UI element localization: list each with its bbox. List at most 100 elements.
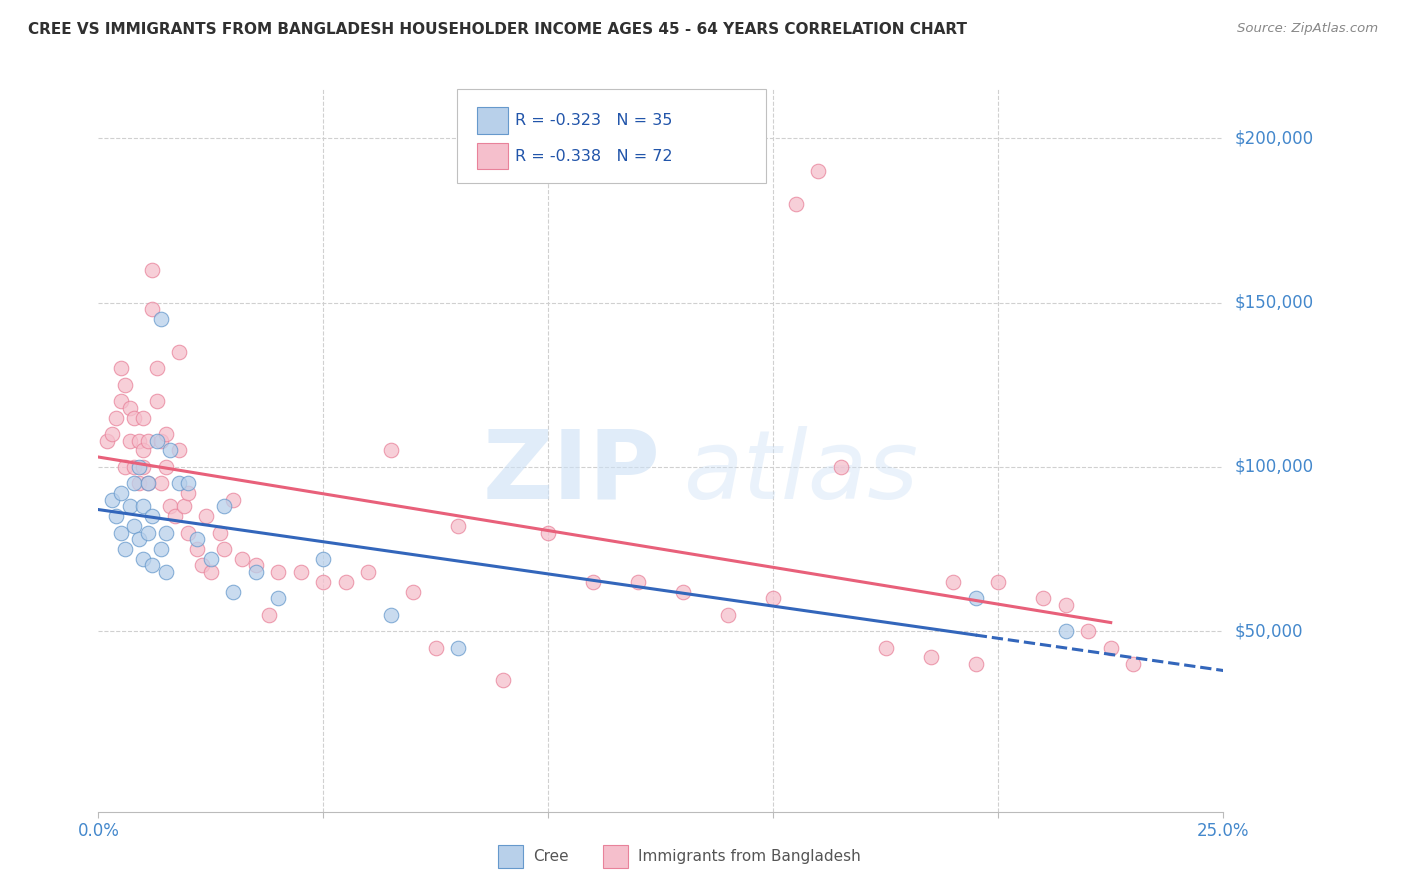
Point (942, 574, 965, 589)
Point (267, 565, 290, 579)
Point (357, 565, 380, 579)
Point (128, 476, 150, 491)
Point (177, 525, 200, 540)
Point (136, 476, 159, 491)
Point (267, 591, 290, 606)
Point (186, 532, 208, 546)
Point (173, 500, 195, 514)
Point (128, 434, 150, 448)
Text: $50,000: $50,000 (1234, 622, 1303, 640)
Point (146, 394, 169, 409)
Point (214, 541, 236, 556)
Point (110, 361, 132, 376)
Point (118, 500, 141, 514)
Point (128, 459, 150, 474)
Point (159, 500, 181, 514)
Point (312, 551, 335, 566)
Point (259, 607, 281, 622)
Point (425, 640, 447, 655)
Point (1032, 591, 1054, 606)
Point (627, 574, 650, 589)
Point (132, 410, 155, 425)
Point (114, 459, 136, 474)
Point (169, 345, 191, 359)
Point (672, 584, 695, 599)
Text: $200,000: $200,000 (1234, 129, 1313, 147)
Point (118, 434, 141, 448)
Point (110, 394, 132, 409)
Point (1054, 624, 1077, 639)
Point (195, 509, 218, 524)
Point (492, 673, 515, 688)
Point (762, 591, 785, 606)
Point (191, 558, 214, 573)
Point (124, 410, 146, 425)
Point (200, 565, 222, 579)
Point (96, 434, 118, 448)
Point (101, 492, 124, 507)
Point (1099, 640, 1122, 655)
Point (124, 459, 146, 474)
Point (447, 640, 470, 655)
Point (200, 551, 222, 566)
Point (965, 657, 987, 671)
Point (155, 427, 177, 442)
Point (447, 519, 470, 533)
Point (807, 164, 830, 178)
Point (830, 459, 852, 474)
Point (208, 525, 231, 540)
Text: $100,000: $100,000 (1234, 458, 1313, 475)
Point (222, 584, 245, 599)
Point (141, 263, 163, 277)
Text: Source: ZipAtlas.com: Source: ZipAtlas.com (1237, 22, 1378, 36)
Point (177, 486, 200, 500)
Point (150, 541, 173, 556)
Text: R = -0.323   N = 35: R = -0.323 N = 35 (515, 113, 672, 128)
Point (110, 486, 132, 500)
Point (118, 401, 141, 415)
Point (124, 519, 146, 533)
Point (150, 476, 173, 491)
Point (155, 459, 177, 474)
Point (159, 443, 181, 458)
Point (146, 434, 169, 448)
Point (402, 584, 425, 599)
Point (141, 558, 163, 573)
Point (132, 551, 155, 566)
Text: Cree: Cree (533, 849, 568, 863)
Point (785, 197, 807, 211)
Text: Immigrants from Bangladesh: Immigrants from Bangladesh (638, 849, 860, 863)
Point (114, 541, 136, 556)
Point (105, 509, 128, 524)
Point (290, 565, 312, 579)
Point (312, 574, 335, 589)
Point (717, 607, 740, 622)
Point (1054, 598, 1077, 612)
Point (222, 492, 245, 507)
Point (245, 565, 267, 579)
Point (965, 591, 987, 606)
Point (128, 532, 150, 546)
Point (245, 558, 267, 573)
Point (169, 443, 191, 458)
Text: $150,000: $150,000 (1234, 293, 1313, 311)
Point (987, 574, 1010, 589)
Point (169, 476, 191, 491)
Point (136, 476, 159, 491)
Point (1122, 657, 1144, 671)
Point (1077, 624, 1099, 639)
Point (537, 525, 560, 540)
Point (380, 443, 402, 458)
Point (177, 476, 200, 491)
Text: ZIP: ZIP (482, 425, 661, 518)
Point (150, 312, 173, 326)
Point (132, 459, 155, 474)
Point (136, 525, 159, 540)
Point (214, 500, 236, 514)
Point (380, 607, 402, 622)
Point (146, 361, 169, 376)
Point (124, 476, 146, 491)
Point (105, 410, 128, 425)
Point (101, 427, 124, 442)
Text: atlas: atlas (683, 425, 918, 518)
